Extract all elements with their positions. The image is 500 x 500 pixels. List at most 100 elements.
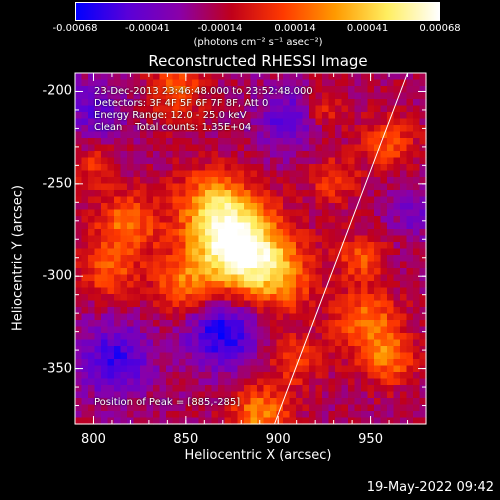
heatmap-cell	[101, 274, 109, 282]
heatmap-cell	[380, 242, 388, 250]
heatmap-cell	[218, 183, 226, 191]
heatmap-cell	[231, 196, 239, 204]
heatmap-cell	[283, 287, 291, 295]
heatmap-cell	[237, 242, 245, 250]
heatmap-cell	[354, 183, 362, 191]
heatmap-cell	[393, 339, 401, 347]
heatmap-cell	[166, 138, 174, 146]
heatmap-cell	[172, 112, 180, 120]
heatmap-cell	[114, 339, 122, 347]
heatmap-cell	[348, 268, 356, 276]
heatmap-cell	[328, 411, 336, 419]
heatmap-cell	[218, 411, 226, 419]
heatmap-cell	[224, 346, 232, 354]
heatmap-cell	[205, 209, 213, 217]
heatmap-cell	[133, 125, 141, 133]
heatmap-cell	[413, 255, 421, 263]
heatmap-cell	[367, 196, 375, 204]
heatmap-cell	[172, 359, 180, 367]
heatmap-cell	[179, 242, 187, 250]
heatmap-cell	[309, 372, 317, 380]
heatmap-cell	[75, 151, 83, 159]
heatmap-cell	[341, 365, 349, 373]
heatmap-cell	[361, 170, 369, 178]
heatmap-cell	[348, 398, 356, 406]
heatmap-cell	[185, 177, 193, 185]
heatmap-cell	[361, 209, 369, 217]
heatmap-cell	[88, 177, 96, 185]
heatmap-cell	[374, 157, 382, 165]
heatmap-cell	[276, 287, 284, 295]
heatmap-cell	[296, 326, 304, 334]
heatmap-cell	[283, 144, 291, 152]
heatmap-cell	[276, 365, 284, 373]
heatmap-cell	[231, 320, 239, 328]
heatmap-cell	[413, 105, 421, 113]
heatmap-cell	[244, 372, 252, 380]
heatmap-cell	[133, 118, 141, 126]
heatmap-cell	[153, 294, 161, 302]
heatmap-cell	[257, 125, 265, 133]
heatmap-cell	[133, 294, 141, 302]
heatmap-cell	[419, 203, 427, 211]
heatmap-cell	[328, 352, 336, 360]
heatmap-cell	[140, 372, 148, 380]
heatmap-cell	[270, 86, 278, 94]
heatmap-cell	[133, 73, 141, 81]
heatmap-cell	[192, 216, 200, 224]
heatmap-cell	[192, 151, 200, 159]
heatmap-cell	[172, 196, 180, 204]
heatmap-cell	[244, 112, 252, 120]
heatmap-cell	[283, 294, 291, 302]
heatmap-cell	[244, 196, 252, 204]
heatmap-cell	[237, 294, 245, 302]
heatmap-cell	[406, 378, 414, 386]
x-tick-label: 850	[173, 432, 199, 447]
heatmap-cell	[309, 131, 317, 139]
heatmap-cell	[120, 190, 128, 198]
heatmap-cell	[179, 385, 187, 393]
heatmap-cell	[120, 255, 128, 263]
heatmap-cell	[81, 268, 89, 276]
heatmap-cell	[205, 131, 213, 139]
heatmap-cell	[179, 255, 187, 263]
heatmap-cell	[127, 339, 135, 347]
heatmap-cell	[335, 281, 343, 289]
heatmap-cell	[283, 203, 291, 211]
heatmap-cell	[211, 242, 219, 250]
heatmap-cell	[133, 105, 141, 113]
heatmap-cell	[88, 131, 96, 139]
heatmap-cell	[159, 372, 167, 380]
heatmap-cell	[413, 118, 421, 126]
heatmap-cell	[237, 177, 245, 185]
heatmap-cell	[263, 274, 271, 282]
heatmap-cell	[341, 359, 349, 367]
heatmap-cell	[413, 268, 421, 276]
heatmap-cell	[257, 105, 265, 113]
heatmap-cell	[413, 365, 421, 373]
heatmap-cell	[211, 268, 219, 276]
heatmap-cell	[270, 398, 278, 406]
heatmap-cell	[133, 268, 141, 276]
heatmap-cell	[127, 151, 135, 159]
heatmap-cell	[276, 177, 284, 185]
heatmap-cell	[250, 365, 258, 373]
heatmap-cell	[361, 300, 369, 308]
heatmap-cell	[289, 359, 297, 367]
heatmap-cell	[413, 339, 421, 347]
heatmap-cell	[159, 352, 167, 360]
heatmap-cell	[302, 255, 310, 263]
heatmap-cell	[172, 255, 180, 263]
heatmap-cell	[140, 99, 148, 107]
heatmap-cell	[114, 333, 122, 341]
heatmap-cell	[335, 99, 343, 107]
heatmap-cell	[192, 385, 200, 393]
heatmap-cell	[107, 404, 115, 412]
heatmap-cell	[315, 378, 323, 386]
heatmap-cell	[88, 404, 96, 412]
heatmap-cell	[75, 203, 83, 211]
heatmap-cell	[270, 190, 278, 198]
heatmap-cell	[179, 294, 187, 302]
heatmap-cell	[413, 300, 421, 308]
heatmap-cell	[322, 352, 330, 360]
